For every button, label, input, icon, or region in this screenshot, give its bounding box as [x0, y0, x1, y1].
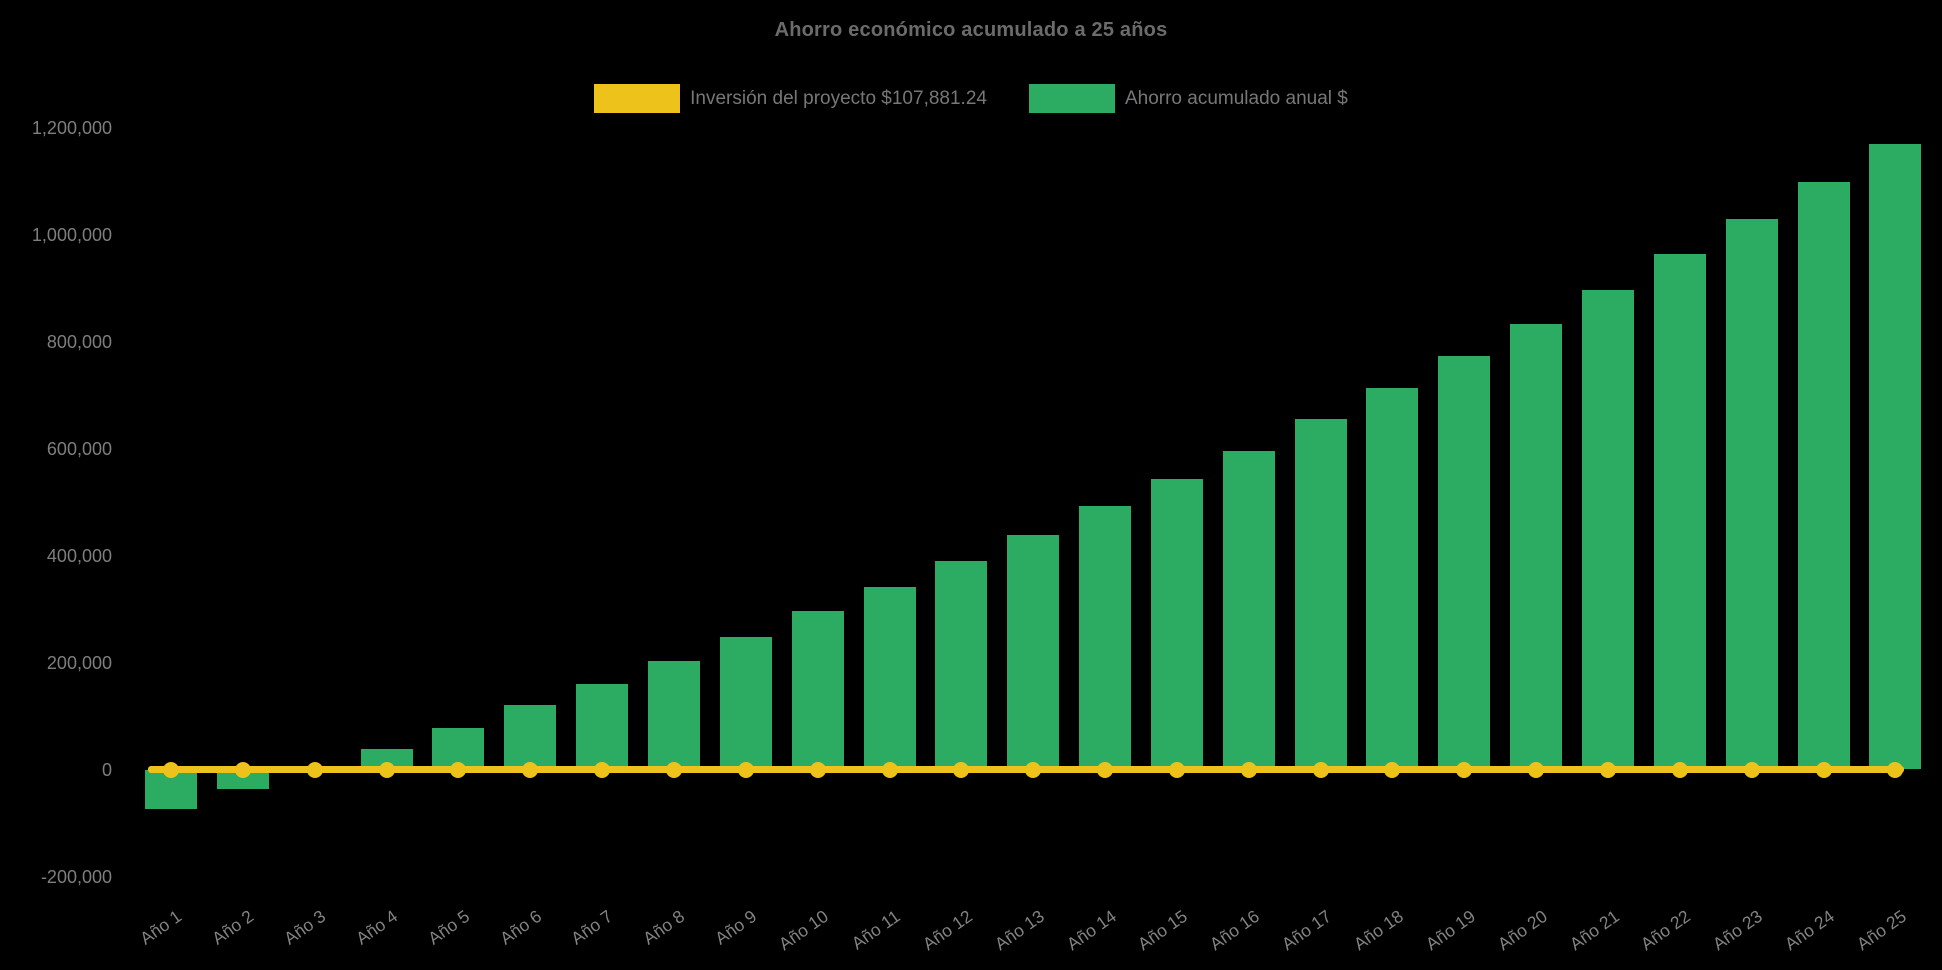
bar-ano-12[interactable] — [935, 560, 988, 770]
x-tick-label-ano-15: Año 15 — [1134, 905, 1192, 955]
x-tick-label-ano-25: Año 25 — [1852, 905, 1910, 955]
x-tick-label-ano-10: Año 10 — [775, 905, 833, 955]
investment-line-marker-ano-22[interactable] — [1671, 761, 1688, 778]
investment-line-marker-ano-18[interactable] — [1384, 761, 1401, 778]
x-tick-label-ano-2: Año 2 — [208, 905, 258, 949]
bar-ano-21[interactable] — [1582, 289, 1634, 770]
x-tick-label-ano-6: Año 6 — [495, 905, 545, 949]
bar-ano-13[interactable] — [1007, 534, 1060, 770]
bar-ano-14[interactable] — [1079, 506, 1132, 770]
bar-ano-24[interactable] — [1797, 181, 1850, 770]
investment-line-marker-ano-11[interactable] — [881, 761, 898, 778]
investment-line-marker-ano-17[interactable] — [1312, 761, 1329, 778]
x-tick-label-ano-18: Año 18 — [1349, 905, 1407, 955]
x-tick-label-ano-20: Año 20 — [1493, 905, 1551, 955]
legend-item-inversion[interactable]: Inversión del proyecto $107,881.24 — [594, 84, 987, 113]
y-tick-label: 800,000 — [46, 331, 112, 352]
x-tick-label-ano-5: Año 5 — [423, 905, 473, 949]
bar-ano-6[interactable] — [504, 705, 557, 770]
x-tick-label-ano-12: Año 12 — [918, 905, 976, 955]
x-tick-label-ano-17: Año 17 — [1278, 905, 1336, 955]
investment-line-marker-ano-13[interactable] — [1025, 761, 1042, 778]
legend-swatch-inversion — [594, 84, 681, 113]
bar-ano-8[interactable] — [647, 661, 700, 770]
investment-line-marker-ano-14[interactable] — [1097, 761, 1114, 778]
bar-ano-17[interactable] — [1294, 419, 1347, 770]
investment-line-marker-ano-16[interactable] — [1240, 761, 1257, 778]
x-tick-label-ano-23: Año 23 — [1709, 905, 1767, 955]
investment-line-marker-ano-21[interactable] — [1600, 761, 1616, 778]
y-tick-label: 400,000 — [46, 545, 112, 566]
y-tick-label: 1,000,000 — [31, 224, 112, 245]
investment-line-marker-ano-9[interactable] — [737, 761, 754, 778]
bar-ano-2[interactable] — [216, 769, 269, 789]
legend-swatch-ahorro — [1028, 84, 1115, 113]
x-tick-label-ano-4: Año 4 — [352, 905, 402, 949]
investment-line-marker-ano-6[interactable] — [522, 761, 539, 778]
x-tick-label-ano-14: Año 14 — [1062, 905, 1120, 955]
investment-line-marker-ano-23[interactable] — [1743, 761, 1760, 778]
bar-ano-7[interactable] — [576, 683, 629, 770]
x-tick-label-ano-11: Año 11 — [848, 905, 904, 954]
x-tick-label-ano-21: Año 21 — [1565, 905, 1623, 955]
x-tick-label-ano-24: Año 24 — [1781, 905, 1839, 955]
investment-line-marker-ano-8[interactable] — [665, 761, 682, 778]
x-tick-label-ano-13: Año 13 — [990, 905, 1048, 955]
bar-ano-4[interactable] — [360, 748, 413, 770]
bar-ano-16[interactable] — [1222, 450, 1275, 770]
investment-line-marker-ano-20[interactable] — [1528, 761, 1545, 778]
y-tick-label: 1,200,000 — [31, 117, 112, 138]
bar-ano-11[interactable] — [863, 587, 916, 770]
investment-line-marker-ano-1[interactable] — [163, 761, 179, 778]
investment-line-marker-ano-7[interactable] — [594, 761, 611, 778]
bar-ano-19[interactable] — [1438, 356, 1491, 770]
legend-label-ahorro: Ahorro acumulado anual $ — [1124, 87, 1348, 109]
investment-line-marker-ano-10[interactable] — [809, 761, 826, 778]
x-tick-label-ano-16: Año 16 — [1206, 905, 1264, 955]
investment-line-marker-ano-12[interactable] — [953, 761, 970, 778]
y-tick-label: 600,000 — [46, 438, 112, 459]
y-tick-label: -200,000 — [40, 866, 112, 887]
investment-line-marker-ano-4[interactable] — [378, 761, 395, 778]
bar-ano-18[interactable] — [1366, 388, 1419, 770]
investment-line-marker-ano-19[interactable] — [1456, 761, 1473, 778]
x-tick-label-ano-22: Año 22 — [1637, 905, 1695, 955]
legend-label-inversion: Inversión del proyecto $107,881.24 — [690, 87, 987, 109]
bar-ano-23[interactable] — [1725, 218, 1778, 770]
x-tick-label-ano-19: Año 19 — [1421, 905, 1479, 955]
bar-ano-25[interactable] — [1869, 143, 1922, 770]
x-tick-label-ano-1: Año 1 — [136, 905, 186, 949]
investment-line-marker-ano-25[interactable] — [1887, 761, 1904, 778]
bar-ano-10[interactable] — [791, 611, 844, 770]
investment-line-marker-ano-2[interactable] — [234, 761, 251, 778]
legend-item-ahorro[interactable]: Ahorro acumulado anual $ — [1028, 84, 1348, 113]
legend: Inversión del proyecto $107,881.24 Ahorro… — [0, 84, 1942, 113]
bar-ano-20[interactable] — [1510, 323, 1563, 770]
bar-ano-15[interactable] — [1150, 478, 1203, 770]
x-tick-label-ano-7: Año 7 — [567, 905, 617, 949]
investment-line-marker-ano-15[interactable] — [1168, 761, 1185, 778]
x-tick-label-ano-9: Año 9 — [711, 905, 761, 949]
investment-line-marker-ano-5[interactable] — [450, 761, 467, 778]
x-tick-label-ano-3: Año 3 — [280, 905, 330, 949]
y-tick-label: 200,000 — [46, 652, 112, 673]
x-tick-label-ano-8: Año 8 — [639, 905, 689, 949]
chart-title: Ahorro económico acumulado a 25 años — [774, 19, 1168, 41]
bar-ano-9[interactable] — [719, 637, 772, 770]
bar-ano-22[interactable] — [1653, 254, 1706, 770]
investment-line-marker-ano-3[interactable] — [306, 761, 323, 778]
y-tick-label: 0 — [101, 759, 112, 780]
investment-line-marker-ano-24[interactable] — [1815, 761, 1832, 778]
